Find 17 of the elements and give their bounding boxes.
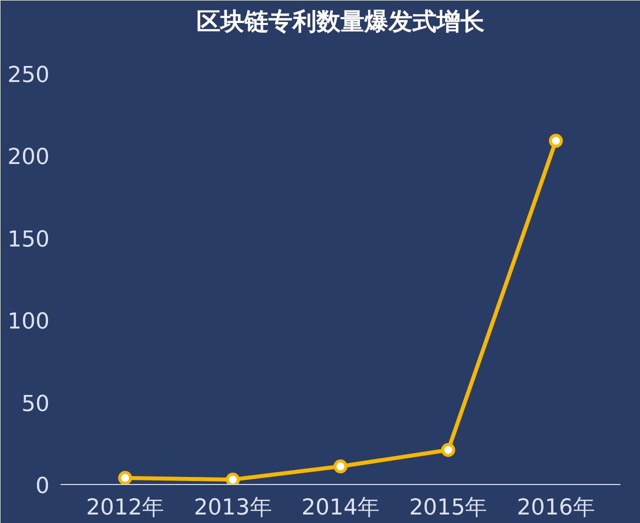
x-tick-label: 2013年	[194, 496, 272, 520]
x-tick-label: 2016年	[516, 496, 595, 520]
chart-title: 区块链专利数量爆发式增长	[196, 8, 484, 36]
y-tick-label: 50	[22, 392, 50, 417]
point	[548, 134, 563, 148]
y-tick-label: 200	[8, 145, 50, 170]
point	[226, 472, 240, 484]
y-tick-label: 0	[36, 474, 50, 499]
x-tick-label: 2014年	[302, 496, 380, 520]
point	[441, 442, 456, 457]
y-tick-label: 250	[8, 62, 50, 88]
y-tick-label: 150	[8, 227, 50, 252]
point	[334, 459, 348, 474]
x-tick-label: 2012年	[86, 496, 164, 520]
y-tick-label: 100	[8, 310, 50, 335]
x-tick-label: 2015年	[409, 496, 488, 520]
point	[118, 470, 132, 484]
